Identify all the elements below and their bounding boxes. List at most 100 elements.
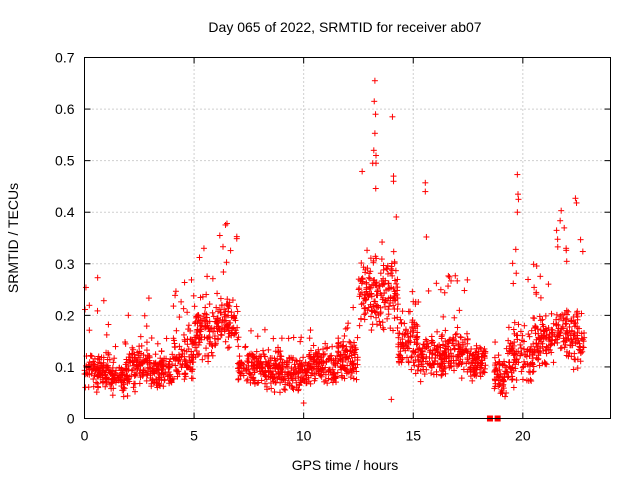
data-point (471, 367, 478, 374)
data-point (579, 248, 586, 255)
data-point (143, 323, 150, 330)
data-point (137, 333, 144, 340)
data-point (323, 345, 330, 352)
data-point (533, 336, 540, 343)
data-point (463, 360, 470, 367)
data-point (557, 217, 564, 224)
axis-ticks: 0 0.1 0.2 0.3 0.4 0.5 0.6 0.7 0 5 10 15 20 (55, 50, 611, 444)
data-point (348, 367, 355, 374)
data-point (231, 330, 238, 337)
data-point (176, 371, 183, 378)
data-point (281, 359, 288, 366)
data-point (111, 355, 118, 362)
data-point (86, 327, 93, 334)
data-point (82, 371, 89, 378)
data-point (518, 349, 525, 356)
data-point (192, 353, 199, 360)
data-point (442, 338, 449, 345)
data-point (511, 319, 518, 326)
data-point (195, 314, 202, 321)
data-point (123, 372, 130, 379)
data-point (562, 330, 569, 337)
data-point (245, 352, 252, 359)
data-point (374, 287, 381, 294)
data-point (206, 328, 213, 335)
data-point (234, 324, 241, 331)
data-point (330, 357, 337, 364)
data-point (508, 369, 515, 376)
data-point (205, 358, 212, 365)
data-point (103, 380, 110, 387)
data-point (172, 292, 179, 299)
data-point (391, 258, 398, 265)
data-point-outlier (388, 396, 395, 403)
data-point (363, 286, 370, 293)
data-point (251, 369, 258, 376)
data-point (334, 352, 341, 359)
data-point (375, 312, 382, 319)
data-point (472, 349, 479, 356)
data-point (168, 378, 175, 385)
data-point (251, 380, 258, 387)
data-point (235, 376, 242, 383)
data-point (274, 375, 281, 382)
data-point (451, 367, 458, 374)
data-point-outlier (558, 207, 565, 214)
data-point (364, 247, 371, 254)
data-point (220, 243, 227, 250)
data-point (344, 324, 351, 331)
data-point (120, 393, 127, 400)
data-point (315, 346, 322, 353)
data-point (268, 355, 275, 362)
data-point (264, 361, 271, 368)
data-point-outlier (422, 179, 429, 186)
data-point (176, 343, 183, 350)
data-point (161, 376, 168, 383)
data-point (158, 348, 165, 355)
data-point (209, 352, 216, 359)
data-point (281, 373, 288, 380)
data-point (561, 224, 568, 231)
data-point (119, 367, 126, 374)
data-point (394, 276, 401, 283)
data-point (184, 341, 191, 348)
data-point (438, 360, 445, 367)
data-point (469, 377, 476, 384)
data-point (82, 384, 89, 391)
data-point (320, 346, 327, 353)
data-point (94, 363, 101, 370)
data-point (543, 361, 550, 368)
data-point (407, 328, 414, 335)
data-point (568, 342, 575, 349)
data-point (560, 338, 567, 345)
data-point (526, 352, 533, 359)
data-point (373, 255, 380, 262)
data-point (95, 366, 102, 373)
data-point (440, 368, 447, 375)
data-point (82, 306, 89, 313)
data-point (408, 354, 415, 361)
data-point (478, 360, 485, 367)
data-point (298, 334, 305, 341)
data-point (218, 328, 225, 335)
data-point (359, 276, 366, 283)
data-point (394, 284, 401, 291)
data-point (102, 383, 109, 390)
data-point (533, 263, 540, 270)
data-point (257, 353, 264, 360)
data-point (440, 313, 447, 320)
data-point (172, 288, 179, 295)
data-point (214, 317, 221, 324)
data-point (367, 255, 374, 262)
data-point (409, 288, 416, 295)
data-point (193, 347, 200, 354)
data-point (553, 311, 560, 318)
data-point (183, 363, 190, 370)
data-point (420, 363, 427, 370)
data-point (517, 328, 524, 335)
data-point (382, 303, 389, 310)
data-point (203, 291, 210, 298)
data-point (270, 378, 277, 385)
data-point (380, 262, 387, 269)
